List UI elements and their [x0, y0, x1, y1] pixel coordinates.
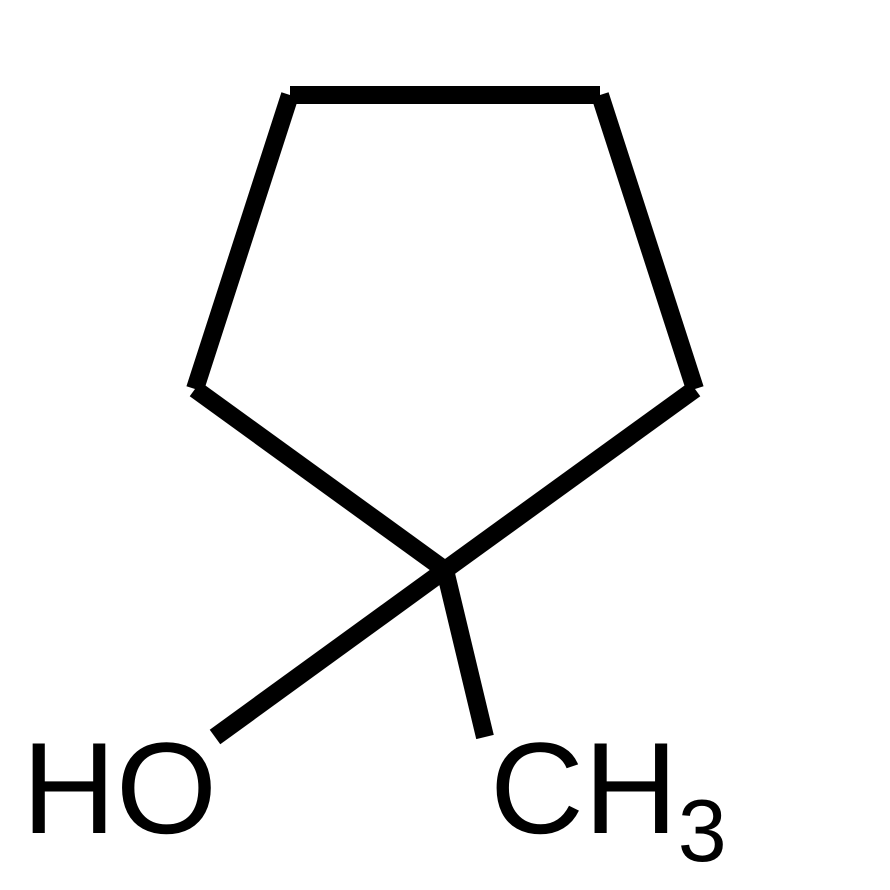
- bonds-group: [195, 95, 695, 737]
- bond-c1-oh_anchor: [215, 570, 445, 737]
- bond-c1-c2: [195, 389, 445, 570]
- hydroxyl-label: HO: [22, 715, 217, 861]
- bond-c5-c1: [445, 389, 695, 570]
- bond-c2-c3: [195, 95, 290, 389]
- bond-c1-ch3_anchor: [445, 570, 485, 737]
- molecule-diagram: HO CH3: [0, 0, 890, 890]
- labels-group: HO CH3: [22, 715, 727, 880]
- methyl-label: CH3: [490, 715, 727, 880]
- bond-c4-c5: [600, 95, 695, 389]
